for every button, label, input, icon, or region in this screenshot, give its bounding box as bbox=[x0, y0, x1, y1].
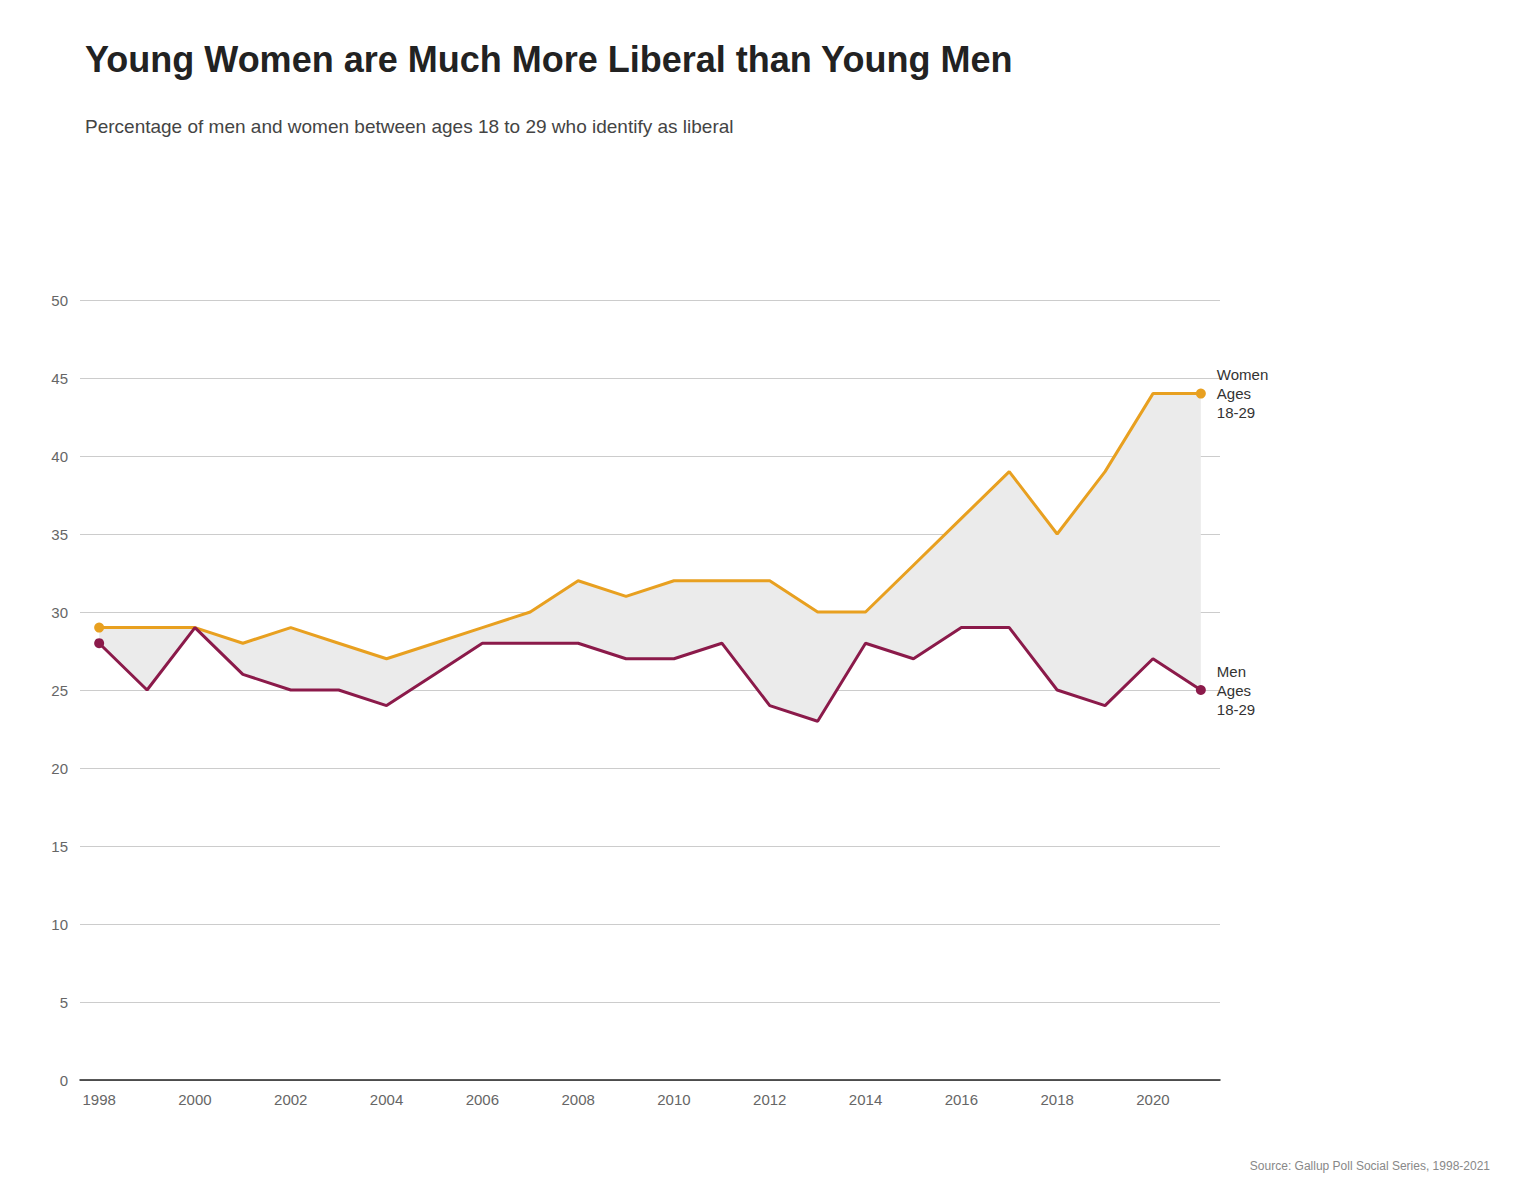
svg-text:45: 45 bbox=[51, 370, 68, 387]
svg-text:50: 50 bbox=[51, 292, 68, 309]
svg-text:Women: Women bbox=[1217, 366, 1268, 383]
svg-text:Young Women are Much More Libe: Young Women are Much More Liberal than Y… bbox=[85, 39, 1012, 80]
svg-text:1998: 1998 bbox=[82, 1091, 115, 1108]
svg-text:2010: 2010 bbox=[657, 1091, 690, 1108]
svg-text:2004: 2004 bbox=[370, 1091, 403, 1108]
svg-text:2006: 2006 bbox=[466, 1091, 499, 1108]
svg-text:Percentage of men and women be: Percentage of men and women between ages… bbox=[85, 116, 734, 137]
svg-text:25: 25 bbox=[51, 682, 68, 699]
svg-text:2014: 2014 bbox=[849, 1091, 882, 1108]
svg-text:Ages: Ages bbox=[1217, 682, 1251, 699]
svg-text:30: 30 bbox=[51, 604, 68, 621]
svg-text:5: 5 bbox=[60, 994, 68, 1011]
svg-text:Source: Gallup Poll Social Ser: Source: Gallup Poll Social Series, 1998-… bbox=[1250, 1159, 1490, 1173]
svg-text:35: 35 bbox=[51, 526, 68, 543]
svg-text:2002: 2002 bbox=[274, 1091, 307, 1108]
svg-text:20: 20 bbox=[51, 760, 68, 777]
svg-text:10: 10 bbox=[51, 916, 68, 933]
svg-text:Ages: Ages bbox=[1217, 385, 1251, 402]
svg-text:15: 15 bbox=[51, 838, 68, 855]
svg-text:2020: 2020 bbox=[1136, 1091, 1169, 1108]
svg-text:2018: 2018 bbox=[1040, 1091, 1073, 1108]
svg-text:Men: Men bbox=[1217, 663, 1246, 680]
svg-text:18-29: 18-29 bbox=[1217, 404, 1255, 421]
svg-text:0: 0 bbox=[60, 1072, 68, 1089]
svg-text:2016: 2016 bbox=[945, 1091, 978, 1108]
svg-text:40: 40 bbox=[51, 448, 68, 465]
svg-text:2012: 2012 bbox=[753, 1091, 786, 1108]
svg-text:18-29: 18-29 bbox=[1217, 701, 1255, 718]
svg-text:2000: 2000 bbox=[178, 1091, 211, 1108]
svg-text:2008: 2008 bbox=[561, 1091, 594, 1108]
